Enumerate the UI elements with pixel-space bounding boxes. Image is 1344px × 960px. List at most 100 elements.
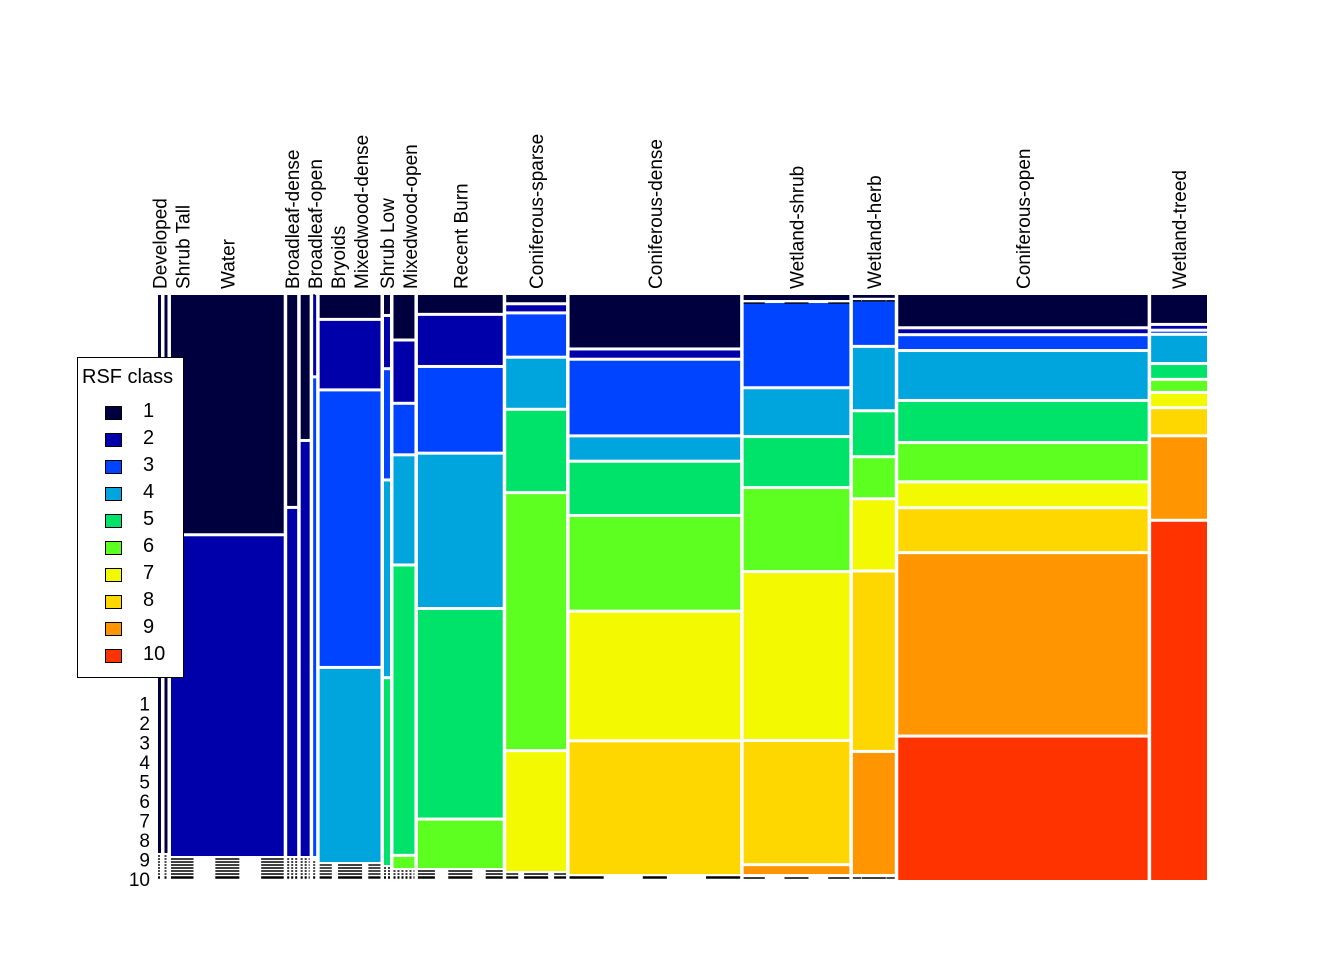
legend-label: 5 — [143, 508, 155, 530]
cell-shrub-low-class-2 — [383, 316, 390, 368]
cell-mixedwood-dense-class-3 — [319, 391, 381, 666]
y-tick-label: 5 — [139, 773, 150, 794]
cell-coniferous-sparse-class-2 — [506, 305, 567, 312]
cell-broadleaf-open-class-1 — [300, 295, 310, 439]
cell-mixedwood-open-class-2 — [393, 341, 415, 402]
cell-recent-burn-class-1 — [417, 295, 503, 313]
cell-coniferous-sparse-class-5 — [506, 410, 567, 492]
category-label: Water — [218, 238, 239, 289]
cell-wetland-treed-class-3 — [1151, 331, 1207, 333]
legend-swatch — [105, 568, 122, 582]
cell-coniferous-dense-class-1 — [569, 295, 741, 348]
y-tick-label: 10 — [129, 870, 150, 891]
legend-label: 1 — [143, 400, 155, 422]
cell-coniferous-open-class-2 — [898, 329, 1148, 334]
cell-mixedwood-dense-class-2 — [319, 320, 381, 389]
category-label: Mixedwood-dense — [352, 135, 373, 289]
category-label: Broadleaf-open — [306, 159, 327, 289]
cell-broadleaf-open-class-2 — [300, 441, 310, 856]
cell-recent-burn-class-3 — [417, 367, 503, 452]
cell-shrub-low-class-1 — [383, 295, 390, 314]
legend-title: RSF class — [82, 366, 174, 388]
cell-coniferous-open-class-5 — [898, 401, 1148, 442]
cell-broadleaf-dense-class-2 — [287, 508, 298, 856]
cell-mixedwood-open-class-1 — [393, 295, 415, 339]
cell-coniferous-open-class-6 — [898, 444, 1148, 481]
cell-coniferous-open-class-3 — [898, 336, 1148, 350]
cell-wetland-shrub-class-1 — [743, 295, 850, 301]
cell-coniferous-dense-class-2 — [569, 350, 741, 358]
cell-broadleaf-dense-class-1 — [287, 295, 298, 506]
cell-coniferous-sparse-class-1 — [506, 295, 567, 303]
y-tick-label: 2 — [139, 714, 150, 735]
y-tick-label: 3 — [139, 734, 150, 755]
cell-water-class-1 — [170, 295, 284, 534]
cell-wetland-treed-class-6 — [1151, 380, 1207, 391]
cell-wetland-herb-class-7 — [852, 500, 895, 570]
category-label: Shrub Tall — [173, 205, 194, 289]
cell-coniferous-open-class-4 — [898, 352, 1148, 399]
legend-swatch — [105, 406, 122, 420]
cell-shrub-low-class-5 — [383, 679, 390, 865]
cell-coniferous-dense-class-6 — [569, 517, 741, 610]
cell-bryoids-class-3 — [313, 378, 317, 856]
cell-wetland-treed-class-7 — [1151, 393, 1207, 407]
y-tick-label: 4 — [139, 753, 150, 774]
y-tick-label: 7 — [139, 812, 150, 833]
cell-wetland-herb-class-8 — [852, 572, 895, 750]
cell-wetland-treed-class-4 — [1151, 335, 1207, 363]
cell-wetland-herb-class-6 — [852, 458, 895, 498]
cell-wetland-shrub-class-4 — [743, 389, 850, 436]
cell-wetland-treed-class-8 — [1151, 409, 1207, 435]
legend-swatch — [105, 541, 122, 555]
category-label: Broadleaf-dense — [283, 150, 304, 289]
legend-label: 3 — [143, 454, 155, 476]
cell-wetland-shrub-class-6 — [743, 489, 850, 571]
legend-label: 6 — [143, 535, 155, 557]
legend-label: 8 — [143, 589, 155, 611]
cell-shrub-low-class-3 — [383, 370, 390, 479]
y-tick-label: 9 — [139, 851, 150, 872]
category-label: Shrub Low — [378, 198, 399, 289]
legend-label: 10 — [143, 643, 166, 665]
cell-wetland-shrub-class-8 — [743, 741, 850, 864]
legend-label: 9 — [143, 616, 155, 638]
legend-label: 7 — [143, 562, 155, 584]
category-label: Wetland-treed — [1170, 170, 1191, 289]
category-label: Wetland-herb — [865, 175, 886, 289]
cell-wetland-herb-class-5 — [852, 412, 895, 456]
cell-wetland-treed-class-1 — [1151, 295, 1207, 323]
zero-cell-marks — [158, 294, 895, 879]
cell-wetland-shrub-class-3 — [743, 303, 850, 387]
cell-wetland-treed-class-9 — [1151, 437, 1207, 519]
cell-water-class-2 — [170, 536, 284, 856]
legend-label: 4 — [143, 481, 155, 503]
cell-coniferous-open-class-10 — [898, 737, 1148, 880]
cell-mixedwood-open-class-4 — [393, 456, 415, 564]
cell-mixedwood-open-class-3 — [393, 404, 415, 454]
category-label: Recent Burn — [451, 183, 472, 289]
cell-wetland-treed-class-10 — [1151, 521, 1207, 880]
category-label: Bryoids — [329, 226, 350, 289]
category-label: Coniferous-dense — [646, 139, 667, 289]
y-tick-label: 1 — [139, 695, 150, 716]
cell-wetland-herb-class-4 — [852, 347, 895, 410]
cell-coniferous-sparse-class-3 — [506, 314, 567, 356]
cell-bryoids-class-2 — [313, 295, 317, 376]
y-tick-label: 6 — [139, 792, 150, 813]
legend-label: 2 — [143, 427, 155, 449]
cell-coniferous-open-class-1 — [898, 295, 1148, 327]
cell-recent-burn-class-6 — [417, 820, 503, 868]
cell-coniferous-open-class-8 — [898, 509, 1148, 552]
cell-coniferous-dense-class-4 — [569, 437, 741, 460]
cell-recent-burn-class-5 — [417, 609, 503, 818]
cell-wetland-herb-class-9 — [852, 752, 895, 874]
cell-recent-burn-class-2 — [417, 315, 503, 365]
legend-swatch — [105, 595, 122, 609]
cell-coniferous-sparse-class-6 — [506, 494, 567, 750]
category-label: Wetland-shrub — [788, 166, 809, 289]
legend-swatch — [105, 433, 122, 447]
cell-mixedwood-open-class-6 — [393, 856, 415, 868]
